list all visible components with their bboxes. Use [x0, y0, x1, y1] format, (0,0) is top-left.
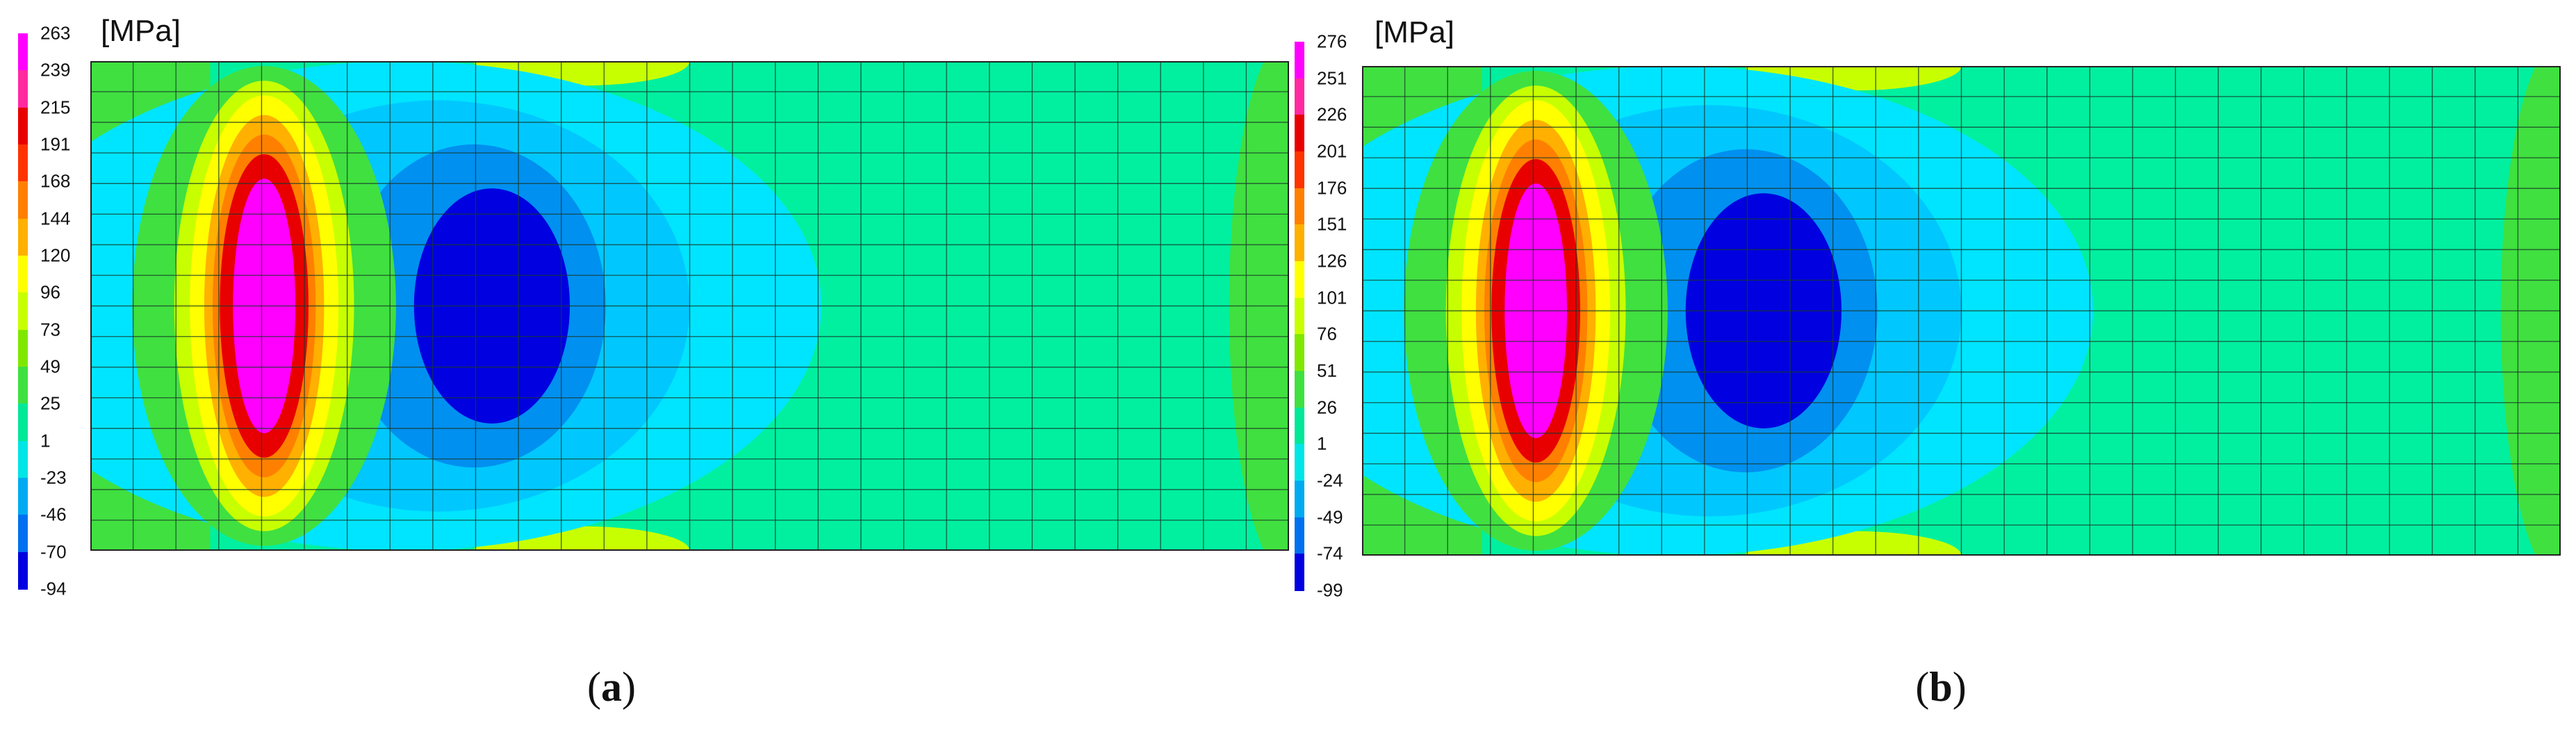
legend-swatch — [18, 515, 28, 553]
legend-tick-label: 215 — [40, 97, 71, 118]
legend-tick-label: -99 — [1317, 579, 1343, 601]
legend-tick-label: -46 — [40, 504, 67, 525]
legend-swatch — [1295, 261, 1304, 299]
legend-tick-label: 151 — [1317, 213, 1347, 235]
mesh-grid — [1362, 66, 2561, 556]
plot-border — [90, 61, 1289, 551]
legend-swatch — [1295, 334, 1304, 372]
legend-tick-label: 120 — [40, 244, 71, 266]
legend-swatch — [1295, 444, 1304, 481]
unit-label-b: [MPa] — [1375, 15, 1454, 49]
legend-tick-label: 239 — [40, 59, 71, 81]
legend-swatch — [18, 478, 28, 516]
legend-swatch — [18, 107, 28, 145]
legend-tick-label: -74 — [1317, 542, 1343, 564]
legend-swatch — [1295, 554, 1304, 591]
legend-tick-label: -94 — [40, 578, 67, 599]
legend-swatch — [18, 218, 28, 256]
legend-tick-label: 96 — [40, 281, 60, 303]
caption-b: (b) — [1915, 664, 1967, 710]
color-legend-b: 276 251 226 201 176 151 126 101 76 51 26 1 -24 -49 -74… — [1295, 31, 1378, 601]
legend-tick-label: 25 — [40, 392, 60, 414]
legend-swatch — [18, 292, 28, 331]
legend-tick-label: 126 — [1317, 250, 1347, 272]
legend-swatch — [18, 70, 28, 108]
legend-swatch — [18, 144, 28, 183]
legend-tick-label: 51 — [1317, 360, 1337, 381]
plot-border — [1362, 66, 2561, 556]
legend-swatch — [18, 33, 28, 72]
contour-panel-a: 263 239 215 191 168 144 120 96 73 49 25 1 -23 -46 -70 -… — [18, 14, 1289, 710]
legend-tick-label: 26 — [1317, 397, 1337, 418]
legend-tick-label: 191 — [40, 133, 71, 155]
legend-swatch — [18, 440, 28, 479]
legend-swatch — [1295, 517, 1304, 555]
legend-swatch — [1295, 371, 1304, 408]
legend-tick-label: -49 — [1317, 506, 1343, 528]
legend-swatch — [1295, 407, 1304, 445]
legend-tick-label: 176 — [1317, 177, 1347, 199]
legend-swatch — [1295, 224, 1304, 262]
legend-tick-label: 1 — [40, 430, 51, 451]
stress-contour-plot-a — [90, 61, 1289, 551]
legend-tick-label: -23 — [40, 467, 67, 488]
stress-contour-plot-b — [1362, 66, 2561, 556]
unit-label-a: [MPa] — [101, 14, 181, 48]
legend-swatch — [18, 367, 28, 405]
legend-swatch — [1295, 188, 1304, 226]
legend-swatch — [18, 404, 28, 442]
caption-a: (a) — [587, 664, 636, 710]
legend-swatch — [1295, 78, 1304, 116]
legend-tick-label: 251 — [1317, 67, 1347, 89]
legend-swatch — [1295, 42, 1304, 79]
legend-tick-label: 144 — [40, 208, 71, 229]
legend-tick-label: -24 — [1317, 470, 1343, 491]
legend-swatch — [18, 181, 28, 219]
legend-swatch — [18, 329, 28, 367]
legend-tick-label: 76 — [1317, 323, 1337, 344]
legend-tick-label: 263 — [40, 22, 71, 44]
legend-tick-label: 168 — [40, 170, 71, 192]
legend-swatch — [18, 256, 28, 294]
legend-tick-label: 49 — [40, 356, 60, 377]
legend-swatch — [1295, 297, 1304, 335]
contour-panel-b: 276 251 226 201 176 151 126 101 76 51 26 1 -24 -49 -74… — [1288, 0, 2575, 739]
legend-tick-label: 101 — [1317, 287, 1347, 308]
legend-tick-label: -70 — [40, 541, 67, 563]
legend-tick-label: 276 — [1317, 31, 1347, 52]
contour-field — [90, 61, 1289, 551]
legend-swatch — [1295, 481, 1304, 518]
legend-tick-label: 226 — [1317, 103, 1347, 125]
legend-tick-label: 201 — [1317, 140, 1347, 162]
legend-swatch — [1295, 115, 1304, 152]
legend-swatch — [18, 551, 28, 590]
legend-tick-label: 73 — [40, 319, 60, 340]
legend-tick-label: 1 — [1317, 433, 1327, 454]
legend-swatch — [1295, 151, 1304, 189]
contour-field — [1362, 66, 2561, 556]
mesh-grid — [90, 61, 1289, 551]
color-legend-a: 263 239 215 191 168 144 120 96 73 49 25 1 -23 -46 -70 -… — [18, 23, 101, 599]
